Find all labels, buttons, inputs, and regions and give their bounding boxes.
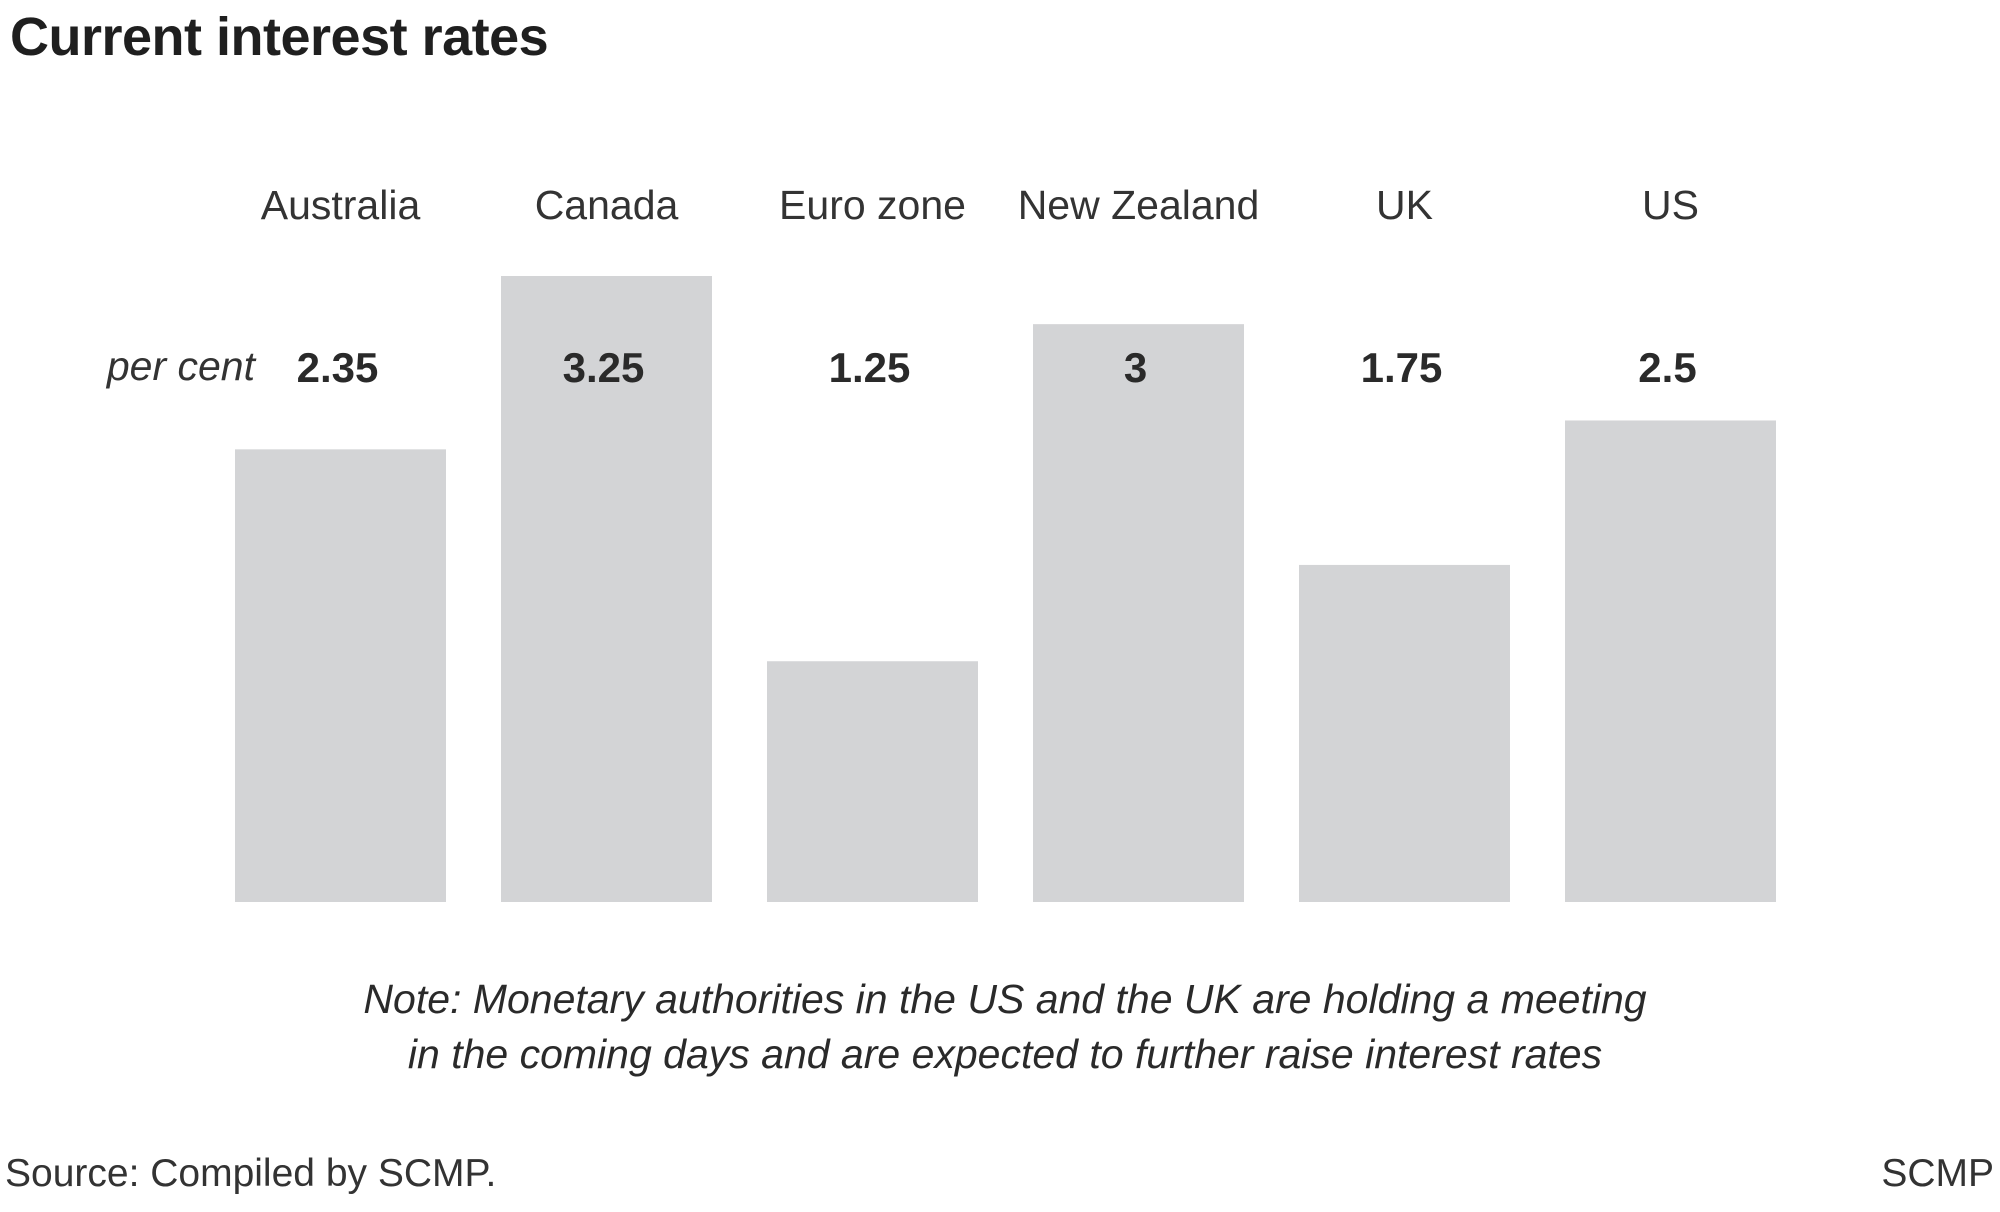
bar-chart: per cent Australia 2.35 Canada 3.25 Euro zon… [105, 182, 1776, 903]
bar-new-zealand [1033, 324, 1244, 903]
note-line-2: in the coming days and are expected to f… [407, 1031, 1603, 1077]
chart-title: Current interest rates [10, 7, 549, 67]
bar-uk [1299, 564, 1510, 902]
value-label: 2.5 [1638, 344, 1696, 391]
category-label: Euro zone [779, 182, 966, 228]
source-text: Source: Compiled by SCMP. [5, 1152, 497, 1195]
category-label: Australia [261, 182, 421, 228]
value-label: 2.35 [297, 344, 379, 391]
bar-euro-zone [767, 661, 978, 902]
category-label: New Zealand [1018, 182, 1260, 228]
value-label: 1.25 [829, 344, 911, 391]
labels-layer: per cent Australia 2.35 Canada 3.25 Euro zon… [105, 182, 1699, 391]
unit-label: per cent [105, 343, 257, 389]
category-label: Canada [535, 182, 679, 228]
value-label: 3 [1124, 344, 1147, 391]
category-label: UK [1376, 182, 1433, 228]
note-line-1: Note: Monetary authorities in the US and… [363, 976, 1647, 1022]
bar-australia [235, 449, 446, 902]
value-label: 3.25 [563, 344, 645, 391]
bar-canada [501, 276, 712, 902]
category-label: US [1642, 182, 1699, 228]
value-label: 1.75 [1361, 344, 1443, 391]
credit-text: SCMP [1881, 1152, 1994, 1195]
bar-us [1565, 420, 1776, 902]
chart-note: Note: Monetary authorities in the US and… [0, 972, 2000, 1082]
bars-layer [235, 276, 1776, 903]
